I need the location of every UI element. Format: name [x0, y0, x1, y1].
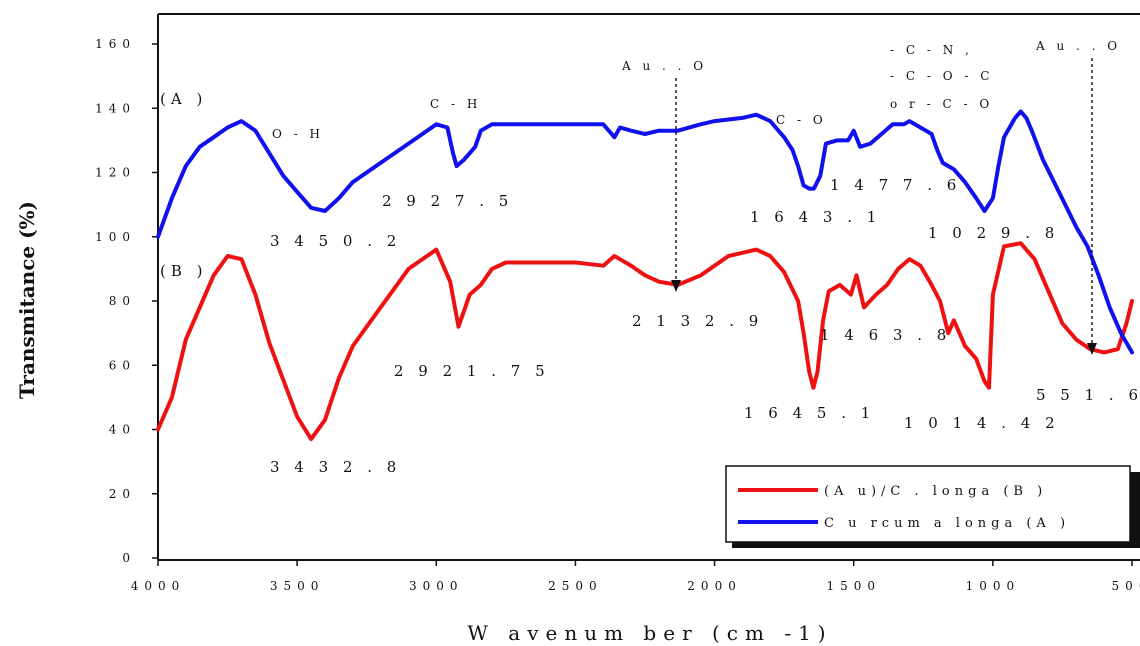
peak-label-3432: 3 4 3 2 . 8: [270, 458, 401, 476]
peak-label-1029: 1 0 2 9 . 8: [928, 224, 1059, 242]
peak-label-1463: 1 4 6 3 . 8: [820, 326, 951, 344]
annotation-ch: C - H: [430, 97, 481, 111]
y-axis-label: Transmitance (%): [15, 201, 39, 399]
y-tick-label: 80: [109, 294, 136, 308]
legend-label-b: (A u)/C . longa (B ): [824, 484, 1047, 499]
annotation-cn-1: - C - N ,: [890, 43, 973, 57]
peak-label-2921: 2 9 2 1 . 7 5: [394, 362, 550, 380]
series-line-a: [156, 109, 1134, 355]
annotation-cn-3: o r - C - O: [890, 97, 993, 111]
peak-label-1645: 1 6 4 5 . 1: [744, 404, 875, 422]
legend: (A u)/C . longa (B ) C u rcum a longa (A…: [725, 465, 1140, 548]
x-tick-label: 500: [1112, 579, 1140, 593]
y-tick-label: 0: [122, 551, 136, 565]
annotation-au-o-2: A u . . O: [1035, 39, 1121, 53]
peak-label-3450: 3 4 5 0 . 2: [270, 232, 401, 250]
x-tick-label: 1500: [826, 579, 881, 593]
y-tick-label: 20: [109, 487, 136, 501]
x-ticks: 4000 3500 3000 2500 2000 1500 1000 500: [131, 560, 1140, 593]
peak-label-2132: 2 1 3 2 . 9: [632, 312, 763, 330]
y-tick-label: 40: [109, 423, 136, 437]
au-o-arrow-2-head: [1087, 343, 1097, 355]
y-tick-label: 100: [95, 230, 136, 244]
x-tick-label: 2000: [687, 579, 742, 593]
annotation-co: C - O: [776, 113, 827, 127]
y-tick-label: 160: [95, 37, 136, 51]
legend-box: [725, 465, 1131, 543]
y-ticks: 0 20 40 60 80 100 120 140 160: [95, 37, 158, 565]
x-tick-label: 1000: [966, 579, 1021, 593]
x-tick-label: 2500: [548, 579, 603, 593]
y-tick-label: 140: [95, 101, 136, 115]
peak-label-2927: 2 9 2 7 . 5: [382, 192, 513, 210]
peak-label-1014: 1 0 1 4 . 4 2: [904, 414, 1060, 432]
au-o-arrow-1-head: [671, 280, 681, 292]
annotation-oh: O - H: [272, 127, 324, 141]
legend-label-a: C u rcum a longa (A ): [824, 516, 1070, 531]
y-tick-label: 120: [95, 166, 136, 180]
y-tick-label: 60: [109, 358, 136, 372]
x-tick-label: 3500: [270, 579, 325, 593]
series-layer: [156, 109, 1134, 442]
label-b: (B ): [160, 262, 208, 280]
x-axis-label: W avenum ber (cm -1): [467, 621, 832, 645]
x-tick-label: 3000: [409, 579, 464, 593]
peak-label-551: 5 5 1 . 6: [1036, 386, 1140, 404]
label-a: (A ): [160, 90, 207, 108]
peak-label-1477: 1 4 7 7 . 6: [830, 176, 961, 194]
peak-label-1643: 1 6 4 3 . 1: [750, 208, 881, 226]
annotation-cn-2: - C - O - C: [890, 69, 993, 83]
annotation-au-o-1: A u . . O: [621, 59, 707, 73]
series-line-b: [156, 241, 1134, 442]
x-tick-label: 4000: [131, 579, 186, 593]
